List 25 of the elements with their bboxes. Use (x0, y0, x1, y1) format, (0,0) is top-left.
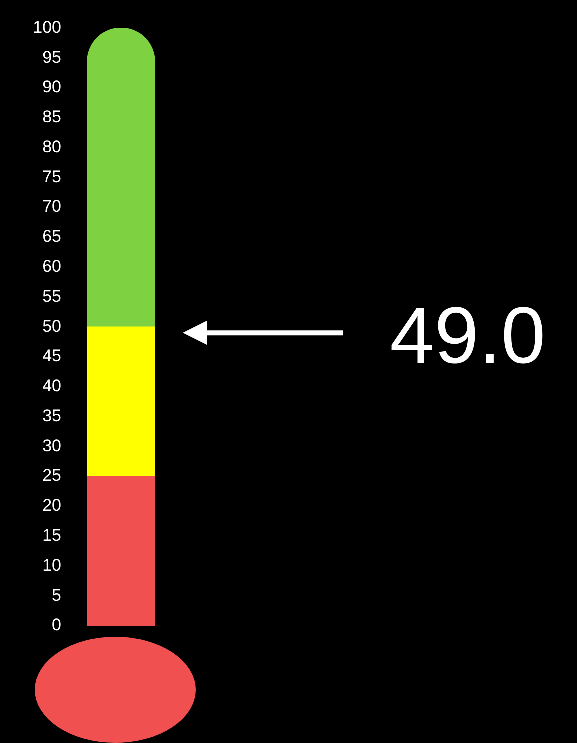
y-tick-label: 40 (42, 376, 62, 396)
y-tick-label: 80 (42, 137, 62, 156)
y-tick-label: 70 (42, 197, 62, 216)
y-tick-label: 35 (42, 406, 62, 426)
y-tick-label: 5 (52, 586, 62, 605)
y-tick-label: 15 (42, 526, 62, 546)
y-tick-label: 10 (42, 556, 62, 575)
y-tick-label: 95 (42, 48, 62, 67)
y-tick-label: 25 (42, 466, 62, 486)
y-tick-label: 100 (33, 18, 62, 37)
y-tick-label: 30 (42, 436, 62, 456)
y-tick-label: 45 (42, 346, 62, 366)
y-tick-label: 50 (42, 316, 62, 336)
y-tick-label: 75 (42, 167, 62, 186)
bar (88, 476, 155, 626)
y-tick-label: 20 (42, 496, 62, 516)
y-tick-label: 0 (52, 616, 62, 635)
y-tick-label: 90 (42, 78, 62, 97)
y-tick-label: 60 (42, 257, 62, 276)
bar (88, 326, 155, 477)
y-tick-label: 85 (42, 108, 62, 127)
ref-line-label: 49.0 (390, 291, 546, 380)
y-tick-label: 55 (42, 286, 62, 306)
y-tick-label: 65 (42, 227, 62, 246)
bar (88, 28, 155, 328)
